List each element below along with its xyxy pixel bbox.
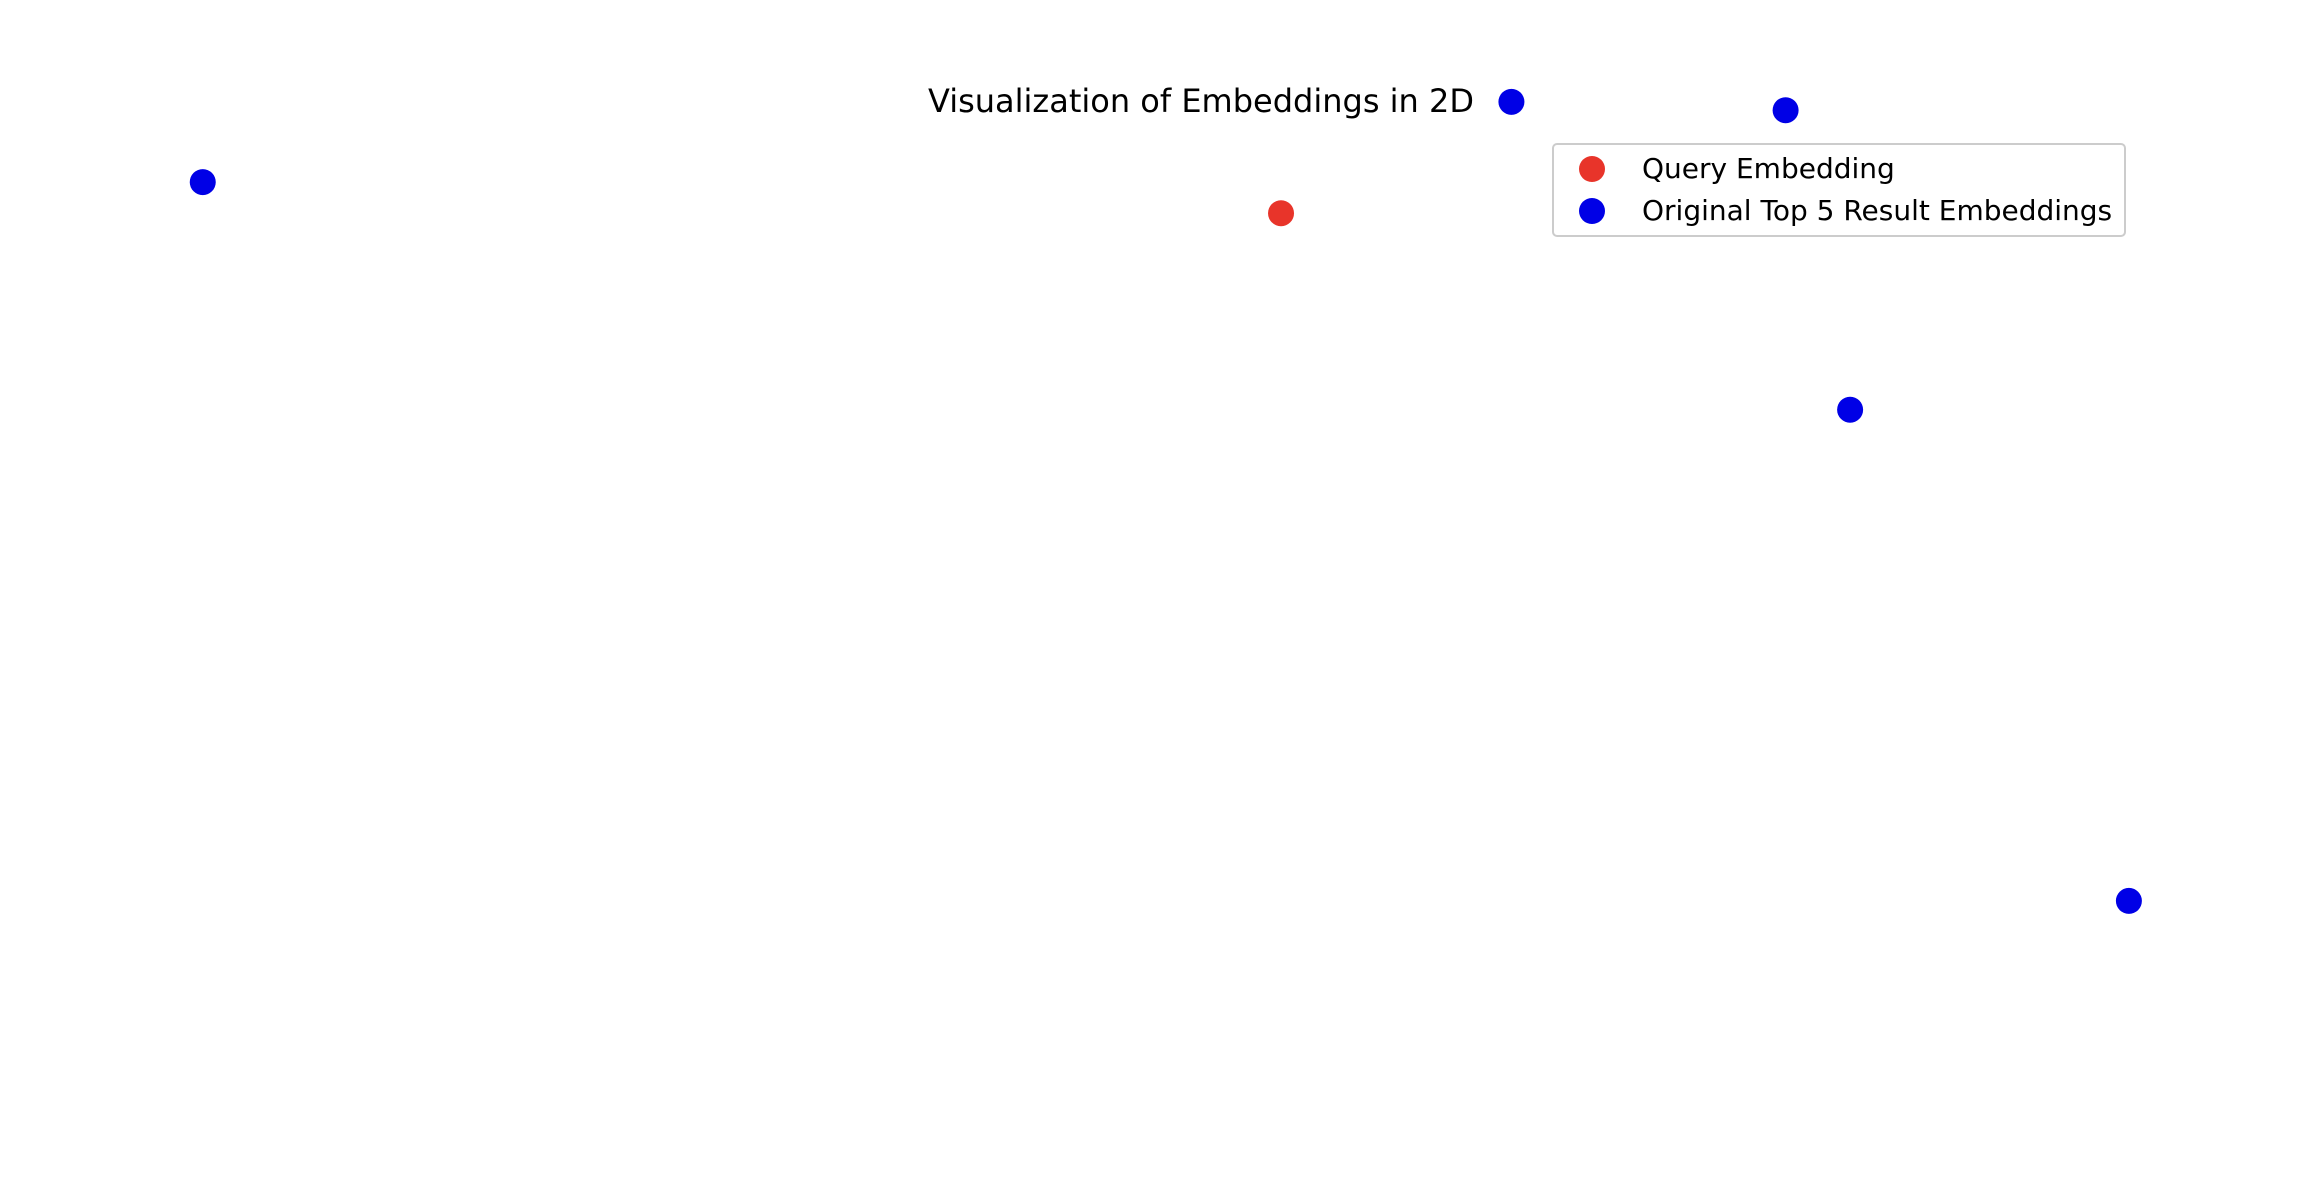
legend-frame	[1552, 143, 2126, 237]
query-point-0	[1268, 200, 1295, 227]
result-point-0	[189, 169, 216, 196]
scatter-points	[189, 88, 2142, 914]
result-point-3	[1837, 396, 1864, 423]
result-point-2	[1772, 97, 1799, 124]
result-point-4	[2115, 887, 2142, 914]
chart-title: Visualization of Embeddings in 2D	[928, 82, 1474, 120]
legend-marker-results	[1579, 198, 1605, 224]
legend-label-results: Original Top 5 Result Embeddings	[1642, 194, 2112, 227]
legend-marker-query	[1579, 156, 1605, 182]
legend: Query Embedding Original Top 5 Result Em…	[1552, 143, 2126, 237]
result-point-1	[1498, 88, 1525, 115]
legend-label-query: Query Embedding	[1642, 152, 1895, 185]
